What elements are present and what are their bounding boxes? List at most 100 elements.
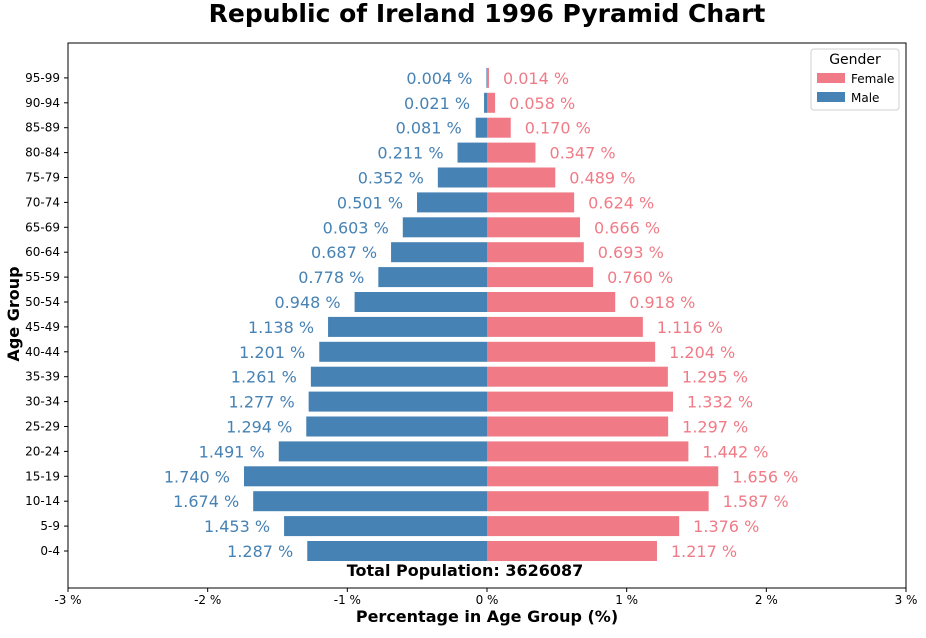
- bar-label-male-55-59: 0.778 %: [298, 268, 364, 287]
- legend-label-female: Female: [851, 72, 894, 86]
- bar-female-20-24: [487, 441, 689, 462]
- bar-label-female-0-4: 1.217 %: [671, 542, 737, 561]
- bar-female-50-54: [487, 292, 616, 312]
- y-tick-label: 65-69: [25, 220, 60, 234]
- y-tick-label: 70-74: [25, 195, 60, 209]
- bar-female-80-84: [487, 142, 536, 163]
- bar-label-male-0-4: 1.287 %: [227, 542, 293, 561]
- bar-label-male-70-74: 0.501 %: [337, 193, 403, 212]
- bar-female-30-34: [487, 391, 674, 412]
- x-tick-label: 1 %: [615, 593, 638, 607]
- total-population-annotation: Total Population: 3626087: [347, 561, 584, 580]
- bar-male-95-99: [486, 67, 487, 88]
- x-tick-label: 0 %: [476, 593, 499, 607]
- bar-label-male-75-79: 0.352 %: [358, 169, 424, 188]
- male-bars: [243, 67, 487, 561]
- y-tick-label: 0-4: [40, 544, 60, 558]
- y-tick-label: 75-79: [25, 171, 60, 185]
- bar-label-male-20-24: 1.491 %: [199, 442, 265, 461]
- legend: Gender Female Male: [810, 48, 900, 111]
- y-tick-label: 50-54: [25, 295, 60, 309]
- y-tick-label: 20-24: [25, 444, 60, 458]
- bar-female-15-19: [487, 466, 719, 487]
- bar-label-female-65-69: 0.666 %: [594, 218, 660, 237]
- bar-female-10-14: [487, 491, 709, 512]
- bar-male-80-84: [457, 142, 487, 163]
- bar-male-20-24: [278, 441, 487, 462]
- y-tick-label: 80-84: [25, 146, 60, 160]
- bar-label-female-45-49: 1.116 %: [657, 318, 723, 337]
- bar-label-female-40-44: 1.204 %: [669, 343, 735, 362]
- bar-label-female-75-79: 0.489 %: [569, 169, 635, 188]
- bar-label-female-70-74: 0.624 %: [588, 193, 654, 212]
- bar-male-55-59: [378, 267, 487, 288]
- legend-swatch-male: [817, 92, 845, 102]
- y-tick-label: 90-94: [25, 96, 60, 110]
- x-tick-label: 3 %: [895, 593, 918, 607]
- bar-female-35-39: [487, 366, 668, 387]
- bar-label-female-55-59: 0.760 %: [607, 268, 673, 287]
- bar-male-65-69: [402, 217, 487, 238]
- bar-label-male-95-99: 0.004 %: [406, 69, 472, 88]
- bar-male-70-74: [417, 192, 487, 213]
- bar-female-25-29: [487, 416, 669, 437]
- x-tick-label: 2 %: [755, 593, 778, 607]
- chart-title: Republic of Ireland 1996 Pyramid Chart: [209, 0, 766, 28]
- bar-male-10-14: [253, 491, 487, 512]
- bar-label-male-25-29: 1.294 %: [226, 418, 292, 437]
- bar-male-5-9: [284, 516, 487, 537]
- legend-title: Gender: [829, 52, 881, 68]
- bar-label-male-50-54: 0.948 %: [275, 293, 341, 312]
- bar-female-95-99: [487, 67, 489, 88]
- y-tick-label: 10-14: [25, 494, 60, 508]
- y-tick-label: 40-44: [25, 345, 60, 359]
- bar-male-30-34: [308, 391, 487, 412]
- bar-male-85-89: [475, 117, 487, 138]
- y-tick-label: 55-59: [25, 270, 60, 284]
- y-axis-label: Age Group: [4, 266, 23, 361]
- bar-label-male-45-49: 1.138 %: [248, 318, 314, 337]
- bar-label-female-25-29: 1.297 %: [682, 418, 748, 437]
- y-tick-label: 45-49: [25, 320, 60, 334]
- bar-male-60-64: [391, 242, 487, 263]
- bar-label-male-15-19: 1.740 %: [164, 467, 230, 486]
- bar-label-female-10-14: 1.587 %: [723, 492, 789, 511]
- x-axis-ticks: -3 % -2 % -1 % 0 % 1 % 2 % 3 %: [54, 588, 917, 607]
- x-tick-label: -2 %: [194, 593, 221, 607]
- bar-label-male-40-44: 1.201 %: [239, 343, 305, 362]
- female-bars: [487, 67, 719, 561]
- bar-male-45-49: [328, 316, 487, 337]
- bar-label-male-30-34: 1.277 %: [229, 393, 295, 412]
- bar-female-60-64: [487, 242, 584, 263]
- female-bar-labels: 1.217 % 1.376 % 1.587 % 1.656 % 1.442 % 1.297…: [503, 69, 798, 561]
- bar-female-70-74: [487, 192, 575, 213]
- bar-female-40-44: [487, 341, 656, 362]
- y-tick-label: 25-29: [25, 420, 60, 434]
- bar-label-female-20-24: 1.442 %: [702, 442, 768, 461]
- bar-label-female-50-54: 0.918 %: [629, 293, 695, 312]
- legend-label-male: Male: [851, 91, 879, 105]
- bar-male-15-19: [243, 466, 487, 487]
- bar-female-0-4: [487, 541, 657, 561]
- bar-male-75-79: [437, 167, 487, 188]
- bar-label-male-80-84: 0.211 %: [377, 144, 443, 163]
- legend-swatch-female: [817, 73, 845, 83]
- y-axis-ticks: 0-4 5-9 10-14 15-19 20-24 25-29 30-34 35-39 40-4…: [25, 71, 68, 558]
- bar-label-female-15-19: 1.656 %: [732, 467, 798, 486]
- x-tick-label: -3 %: [54, 593, 81, 607]
- bar-male-25-29: [306, 416, 487, 437]
- bar-female-55-59: [487, 267, 594, 288]
- bar-label-female-95-99: 0.014 %: [503, 69, 569, 88]
- bar-label-female-5-9: 1.376 %: [693, 517, 759, 536]
- bar-male-50-54: [354, 292, 487, 312]
- y-tick-label: 5-9: [40, 519, 60, 533]
- x-tick-label: -1 %: [334, 593, 361, 607]
- bar-female-75-79: [487, 167, 556, 188]
- bar-female-65-69: [487, 217, 581, 238]
- bar-label-male-5-9: 1.453 %: [204, 517, 270, 536]
- y-tick-label: 35-39: [25, 370, 60, 384]
- bar-label-male-35-39: 1.261 %: [231, 368, 297, 387]
- male-bar-labels: 1.287 % 1.453 % 1.674 % 1.740 % 1.491 % 1.294…: [164, 69, 473, 561]
- y-tick-label: 15-19: [25, 469, 60, 483]
